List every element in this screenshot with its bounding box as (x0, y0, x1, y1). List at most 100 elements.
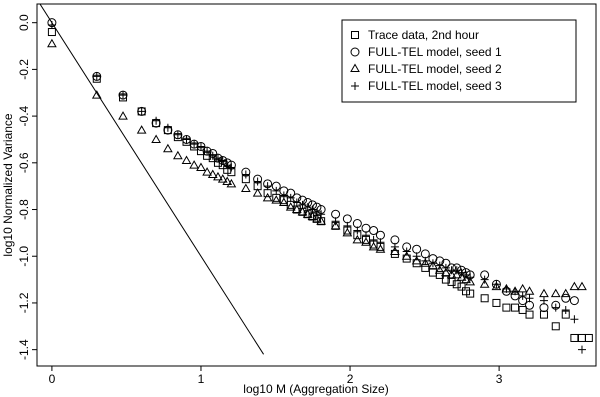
square-point (551, 322, 560, 331)
circle-point (375, 230, 385, 240)
plus-point (312, 207, 321, 216)
legend: Trace data, 2nd hour FULL-TEL model, see… (341, 19, 577, 103)
circle-point (331, 209, 341, 219)
triangle-point (136, 125, 147, 134)
circle-point (525, 300, 535, 310)
square-point (47, 28, 56, 37)
triangle-point (560, 288, 571, 298)
circle-point (369, 226, 379, 236)
triangle-point (307, 211, 318, 221)
triangle-point (173, 150, 183, 160)
plus-point (457, 268, 466, 277)
circle-point (412, 244, 422, 254)
plus-point (152, 116, 161, 125)
x-tick-label: 0 (49, 372, 56, 386)
triangle-point (262, 192, 273, 202)
triangle-point (271, 195, 282, 204)
plus-point (376, 238, 385, 247)
legend-box (341, 19, 577, 103)
plus-point (518, 291, 527, 300)
plus-point (525, 294, 534, 303)
triangle-point (446, 269, 457, 279)
y-axis: 0.0 -0.2 -0.4 -0.6 -0.8 -1.0 -1.2 -1.4 (17, 14, 37, 360)
triangle-point (569, 281, 580, 291)
square-point (518, 305, 527, 314)
reference-line (39, 4, 265, 355)
legend-label-seed-2: FULL-TEL model, seed 2 (368, 62, 502, 76)
legend-label-seed-3: FULL-TEL model, seed 3 (368, 79, 502, 93)
plus-point (303, 203, 312, 212)
y-tick-label: -1.4 (17, 339, 31, 360)
square-point (539, 310, 548, 319)
triangle-point (151, 134, 161, 143)
plus-point (190, 140, 199, 149)
plus-point (263, 182, 272, 191)
triangle-point (291, 204, 302, 214)
plus-point (480, 275, 489, 284)
plus-point (163, 123, 172, 132)
triangle-point (465, 276, 476, 286)
plus-point (466, 273, 475, 282)
triangle-point (226, 178, 237, 188)
triangle-point (368, 241, 379, 251)
legend-square-marker (351, 31, 359, 39)
plus-point (317, 210, 326, 219)
plus-point (308, 205, 317, 214)
legend-circle-marker (350, 47, 360, 57)
circle-point (390, 235, 400, 245)
plus-point (492, 280, 501, 289)
plus-point (561, 305, 570, 314)
plus-point (203, 147, 212, 156)
triangle-point (342, 227, 353, 237)
plus-point (298, 200, 307, 209)
triangle-point (401, 251, 412, 260)
series-plus (47, 21, 586, 354)
data-points (47, 18, 593, 354)
y-tick-label: -0.6 (17, 152, 31, 173)
plus-point (402, 247, 411, 256)
triangle-point (217, 174, 228, 183)
y-tick-label: -1.0 (17, 246, 31, 267)
plus-point (279, 191, 288, 200)
legend-triangle-marker (350, 63, 360, 72)
plus-point (361, 231, 370, 240)
square-point (428, 268, 437, 277)
triangle-point (352, 234, 363, 244)
triangle-point (491, 281, 502, 291)
x-tick-label: 3 (496, 372, 503, 386)
plus-point (196, 142, 205, 151)
plus-point (253, 177, 262, 186)
triangle-point (316, 216, 326, 225)
square-point (480, 294, 489, 303)
plus-point (182, 135, 191, 144)
triangle-point (118, 111, 128, 120)
triangle-point (524, 286, 535, 295)
triangle-point (441, 267, 451, 277)
square-point (570, 333, 579, 342)
x-axis: 0 1 2 3 (49, 366, 503, 386)
triangle-point (456, 272, 467, 281)
square-point (502, 303, 511, 312)
plus-point (292, 198, 301, 207)
plus-point (539, 296, 548, 305)
plus-point (343, 221, 352, 230)
legend-item-trace-data: Trace data, 2nd hour (351, 28, 479, 42)
y-axis-label: log10 Normalized Variance (1, 113, 15, 257)
legend-item-seed-2: FULL-TEL model, seed 2 (350, 62, 502, 76)
square-point (466, 289, 475, 298)
triangle-point (181, 155, 192, 164)
triangle-point (479, 279, 490, 288)
plus-point (577, 345, 586, 354)
triangle-point (330, 220, 341, 230)
triangle-point (252, 188, 263, 197)
triangle-point (202, 167, 212, 176)
square-point (525, 310, 534, 319)
triangle-point (207, 169, 218, 178)
plus-point (551, 303, 560, 312)
triangle-point (302, 209, 313, 218)
plus-point (119, 91, 128, 100)
square-point (577, 333, 586, 342)
plus-point (137, 107, 146, 116)
square-point (452, 280, 461, 289)
y-tick-label: -0.2 (17, 59, 31, 80)
